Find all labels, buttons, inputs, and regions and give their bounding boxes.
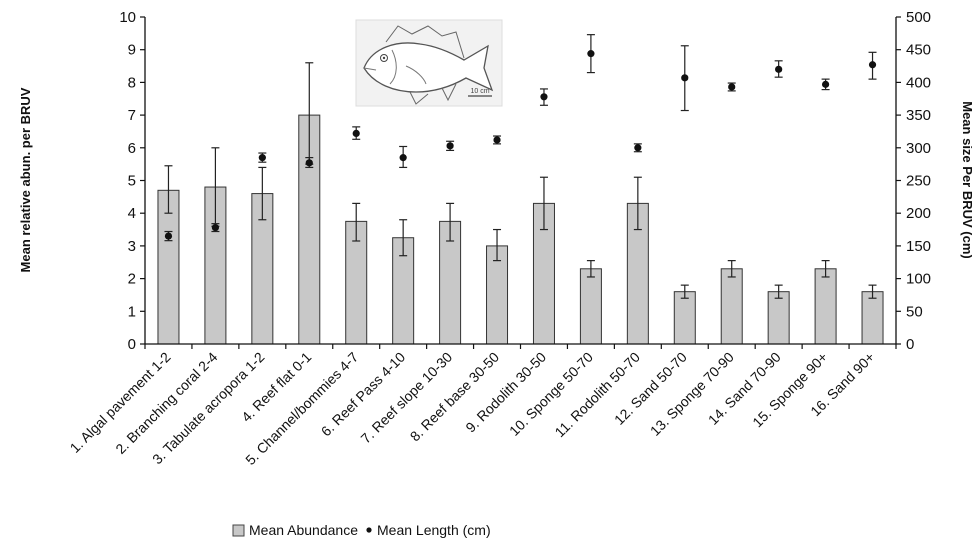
- legend-bar-swatch: [232, 524, 245, 537]
- point-4: [305, 159, 313, 167]
- x-tick-label-10: 10. Sponge 50-70: [506, 349, 596, 439]
- x-tick-labels: 1. Algal pavement 1-22. Branching coral …: [67, 349, 878, 468]
- bar-16: [861, 291, 884, 345]
- point-5: [352, 129, 360, 138]
- bars-group: [157, 114, 884, 345]
- bar-error-7: [446, 202, 455, 242]
- bar-error-10: [586, 260, 595, 278]
- y-tick-label-8: 8: [128, 74, 136, 91]
- y-tick-label-2: 2: [128, 271, 136, 288]
- bar-error-5: [352, 202, 361, 242]
- point-13: [728, 83, 736, 91]
- point-6: [399, 154, 407, 162]
- bar-error-8: [493, 228, 502, 262]
- y2-tick-label-2: 100: [906, 271, 931, 288]
- bar-error-bars: [164, 62, 877, 299]
- bar-error-9: [539, 176, 548, 231]
- y2-tick-label-8: 400: [906, 74, 931, 91]
- point-14: [775, 65, 783, 73]
- left-y-tick-labels: 0 1 2 3 4 5 6 7 8 9 10: [119, 9, 136, 353]
- x-tick-label-11: 11. Rodolith 50-70: [551, 349, 643, 441]
- bar-error-1: [164, 165, 173, 214]
- y2-tick-label-1: 50: [906, 303, 923, 320]
- y2-tick-label-9: 450: [906, 42, 931, 59]
- y-tick-label-4: 4: [128, 205, 136, 222]
- point-12: [681, 74, 689, 82]
- legend-bar-label: Mean Abundance: [249, 522, 358, 538]
- y-tick-label-6: 6: [128, 140, 136, 157]
- bar-13: [720, 268, 743, 345]
- point-1: [164, 232, 173, 240]
- y-axis-title: Mean relative abun. per BRUV: [18, 87, 33, 272]
- point-9: [540, 93, 548, 101]
- y2-tick-label-4: 200: [906, 205, 931, 222]
- point-10: [587, 50, 595, 58]
- legend: Mean Abundance Mean Length (cm): [232, 522, 491, 538]
- point-2: [211, 223, 220, 232]
- bar-error-15: [821, 260, 830, 278]
- points-group: [164, 50, 877, 240]
- point-15: [821, 80, 830, 88]
- y2-tick-label-10: 500: [906, 9, 931, 26]
- y-tick-label-5: 5: [128, 173, 136, 190]
- point-11: [634, 144, 642, 152]
- y-tick-label-0: 0: [128, 336, 136, 353]
- x-tick-label-6: 6. Reef Pass 4-10: [318, 349, 409, 440]
- point-7: [446, 142, 454, 150]
- bar-error-3: [258, 166, 267, 221]
- y-tick-label-3: 3: [128, 238, 136, 255]
- axes-group: [140, 16, 901, 349]
- y2-tick-label-6: 300: [906, 140, 931, 157]
- y-tick-label-1: 1: [128, 303, 136, 320]
- legend-dot-marker: [366, 527, 372, 533]
- bar-10: [579, 268, 602, 345]
- fish-drawing-icon: 10 cm: [355, 19, 503, 107]
- point-3: [258, 154, 266, 162]
- bar-error-14: [774, 284, 783, 299]
- bar-error-11: [633, 176, 642, 231]
- bar-error-13: [727, 260, 736, 278]
- point-16: [868, 61, 877, 69]
- y-tick-label-7: 7: [128, 107, 136, 124]
- y2-tick-label-0: 0: [906, 336, 914, 353]
- x-tick-label-13: 13. Sponge 70-90: [647, 349, 737, 439]
- y2-tick-label-5: 250: [906, 173, 931, 190]
- scale-bar-label: 10 cm: [470, 88, 489, 95]
- y-tick-label-9: 9: [128, 42, 136, 59]
- y2-tick-label-3: 150: [906, 238, 931, 255]
- bar-12: [673, 291, 696, 345]
- y-tick-label-10: 10: [119, 9, 136, 26]
- y2-tick-label-7: 350: [906, 107, 931, 124]
- bar-error-16: [868, 284, 877, 299]
- bar-14: [767, 291, 790, 345]
- y2-axis-title: Mean size Per BRUV (cm): [960, 101, 972, 259]
- x-tick-label-9: 9. Rodolith 30-50: [462, 349, 549, 436]
- legend-dot-label: Mean Length (cm): [377, 522, 491, 538]
- bar-error-6: [399, 219, 408, 257]
- x-tick-label-8: 8. Reef base 30-50: [407, 349, 503, 445]
- right-y-tick-labels: 0 50 100 150 200 250 300 350 400 450 500: [906, 9, 931, 353]
- bar-15: [814, 268, 837, 345]
- bar-error-12: [680, 284, 689, 299]
- point-8: [493, 136, 501, 144]
